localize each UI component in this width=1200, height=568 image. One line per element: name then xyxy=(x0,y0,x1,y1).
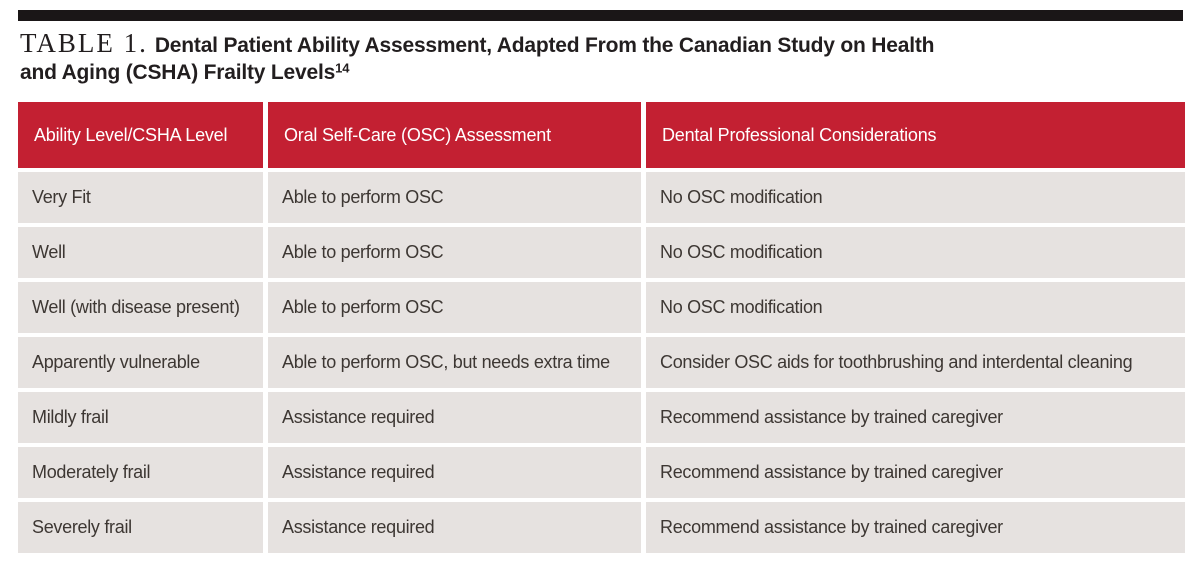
table-cell: Able to perform OSC, but needs extra tim… xyxy=(268,337,641,388)
table-cell: Apparently vulnerable xyxy=(18,337,263,388)
table-cell: Severely frail xyxy=(18,502,263,553)
citation-reference: 14 xyxy=(335,60,350,76)
table-row: Very Fit Able to perform OSC No OSC modi… xyxy=(18,172,1185,223)
table-cell: Moderately frail xyxy=(18,447,263,498)
data-table: Ability Level/CSHA Level Oral Self-Care … xyxy=(18,102,1185,557)
table-cell: Recommend assistance by trained caregive… xyxy=(646,447,1185,498)
table-cell: Assistance required xyxy=(268,392,641,443)
table-cell: No OSC modification xyxy=(646,227,1185,278)
table-number-label: TABLE 1. xyxy=(20,28,148,58)
table-row: Mildly frail Assistance required Recomme… xyxy=(18,392,1185,443)
table-cell: Mildly frail xyxy=(18,392,263,443)
column-header-professional-considerations: Dental Professional Considerations xyxy=(646,102,1185,168)
header-row: Ability Level/CSHA Level Oral Self-Care … xyxy=(18,102,1185,168)
table-cell: Able to perform OSC xyxy=(268,172,641,223)
table-cell: Well (with disease present) xyxy=(18,282,263,333)
column-header-ability-level: Ability Level/CSHA Level xyxy=(18,102,263,168)
title-text-line2: and Aging (CSHA) Frailty Levels xyxy=(20,61,336,84)
table-cell: No OSC modification xyxy=(646,282,1185,333)
table-cell: Well xyxy=(18,227,263,278)
table-cell: Consider OSC aids for toothbrushing and … xyxy=(646,337,1185,388)
table-row: Apparently vulnerable Able to perform OS… xyxy=(18,337,1185,388)
table-row: Moderately frail Assistance required Rec… xyxy=(18,447,1185,498)
table-cell: Assistance required xyxy=(268,502,641,553)
top-rule xyxy=(18,10,1183,21)
table-cell: Recommend assistance by trained caregive… xyxy=(646,392,1185,443)
title-line-2: and Aging (CSHA) Frailty Levels14 xyxy=(20,60,1190,87)
title-text-line1: Dental Patient Ability Assessment, Adapt… xyxy=(154,34,935,57)
table-row: Well (with disease present) Able to perf… xyxy=(18,282,1185,333)
table-cell: No OSC modification xyxy=(646,172,1185,223)
table-cell: Able to perform OSC xyxy=(268,227,641,278)
table-cell: Able to perform OSC xyxy=(268,282,641,333)
table-cell: Very Fit xyxy=(18,172,263,223)
table-cell: Assistance required xyxy=(268,447,641,498)
table-row: Well Able to perform OSC No OSC modifica… xyxy=(18,227,1185,278)
title-line-1: TABLE 1. Dental Patient Ability Assessmen… xyxy=(20,28,1190,60)
column-header-osc-assessment: Oral Self-Care (OSC) Assessment xyxy=(268,102,641,168)
table-cell: Recommend assistance by trained caregive… xyxy=(646,502,1185,553)
table-row: Severely frail Assistance required Recom… xyxy=(18,502,1185,553)
table-title: TABLE 1. Dental Patient Ability Assessmen… xyxy=(20,28,1190,87)
